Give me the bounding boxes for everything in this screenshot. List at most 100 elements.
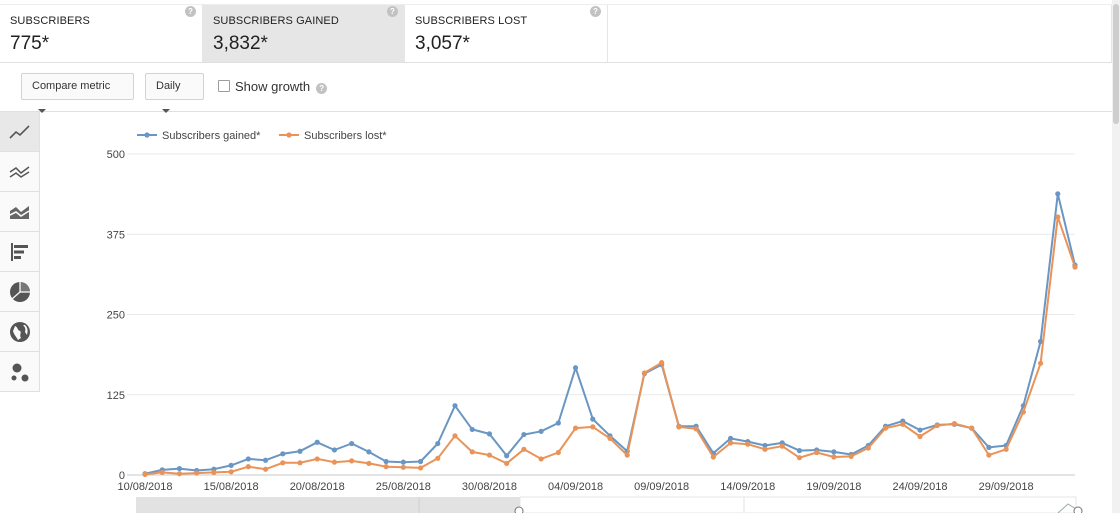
compare-metric-label: Compare metric xyxy=(32,80,111,92)
chart-type-rail xyxy=(0,112,40,392)
data-point xyxy=(831,449,837,455)
caret-down-icon xyxy=(162,109,170,114)
data-point xyxy=(693,426,699,432)
data-point xyxy=(486,452,493,458)
data-point xyxy=(538,428,544,434)
data-point xyxy=(349,440,355,447)
bubble-chart-icon[interactable] xyxy=(0,352,40,392)
line-chart: 0 125 250 375 500 10/08/2018 15/08/2018 20/08/2… xyxy=(107,130,1083,513)
metric-card-subscribers[interactable]: SUBSCRIBERS 775* ? xyxy=(0,4,203,63)
data-point xyxy=(349,458,355,464)
metric-value: 3,832* xyxy=(213,33,268,54)
period-dropdown[interactable]: Daily xyxy=(145,73,204,114)
data-point xyxy=(417,465,424,471)
data-point xyxy=(676,424,682,430)
pie-chart-icon[interactable] xyxy=(0,272,40,312)
metric-card-subscribers-gained[interactable]: SUBSCRIBERS GAINED 3,832* ? xyxy=(203,4,405,63)
data-point xyxy=(280,451,286,457)
data-point xyxy=(555,449,561,456)
legend-marker xyxy=(286,132,292,138)
data-point xyxy=(245,456,251,462)
data-point xyxy=(917,427,923,433)
range-selector[interactable] xyxy=(136,497,520,513)
stacked-area-icon[interactable] xyxy=(0,192,40,232)
data-point xyxy=(1003,446,1009,452)
data-point xyxy=(624,452,630,458)
data-point xyxy=(417,458,424,465)
data-point xyxy=(521,446,527,452)
data-point xyxy=(882,425,889,431)
data-point xyxy=(986,452,992,458)
x-tick-label: 25/08/2018 xyxy=(376,481,431,493)
x-tick-label: 20/08/2018 xyxy=(290,481,345,493)
help-icon[interactable]: ? xyxy=(316,83,328,94)
help-icon[interactable]: ? xyxy=(590,6,601,17)
data-point xyxy=(1037,338,1044,345)
data-point xyxy=(245,464,251,470)
data-point xyxy=(142,471,148,477)
x-tick-label: 10/08/2018 xyxy=(117,481,172,493)
x-tick-label: 15/08/2018 xyxy=(204,481,259,493)
metric-title: SUBSCRIBERS GAINED xyxy=(213,15,339,27)
data-point xyxy=(297,460,303,466)
data-point xyxy=(641,370,648,376)
y-tick-label: 250 xyxy=(107,310,125,322)
show-growth-toggle[interactable]: Show growth? xyxy=(218,79,328,94)
line-chart-icon[interactable] xyxy=(0,112,40,152)
data-point xyxy=(796,455,803,461)
bar-chart-icon[interactable] xyxy=(0,232,40,272)
data-point xyxy=(848,453,854,459)
page-scrollbar[interactable] xyxy=(1112,0,1120,513)
data-point xyxy=(951,421,958,427)
multi-line-icon[interactable] xyxy=(0,152,40,192)
data-point xyxy=(1072,264,1078,270)
data-point xyxy=(228,469,234,475)
compare-metric-dropdown[interactable]: Compare metric xyxy=(21,73,134,114)
legend-label: Subscribers lost* xyxy=(304,130,387,142)
scrollbar-thumb[interactable] xyxy=(1113,4,1119,124)
data-point xyxy=(452,403,458,409)
data-point xyxy=(986,444,992,450)
data-point xyxy=(969,425,975,431)
chart-toolbar: Compare metric Daily Show growth? xyxy=(0,63,1112,114)
x-tick-label: 24/09/2018 xyxy=(892,481,947,493)
data-point xyxy=(211,469,217,476)
data-point xyxy=(452,433,458,439)
data-point xyxy=(194,470,200,476)
help-icon[interactable]: ? xyxy=(387,6,398,17)
data-point xyxy=(504,453,510,459)
data-point xyxy=(400,459,406,465)
data-point xyxy=(435,455,441,461)
data-point xyxy=(796,448,803,454)
data-point xyxy=(383,464,389,470)
x-tick-label: 19/09/2018 xyxy=(806,481,861,493)
data-point xyxy=(314,456,320,462)
range-handle-right[interactable] xyxy=(1073,506,1083,513)
data-point xyxy=(1055,191,1061,197)
data-point xyxy=(659,360,665,366)
y-tick-label: 375 xyxy=(107,229,125,241)
data-point xyxy=(469,426,475,433)
y-tick-label: 500 xyxy=(107,149,125,161)
data-point xyxy=(555,420,561,426)
x-tick-label: 14/09/2018 xyxy=(720,481,775,493)
data-point xyxy=(262,457,269,463)
help-icon[interactable]: ? xyxy=(185,6,196,17)
data-point xyxy=(1055,214,1061,220)
data-point xyxy=(331,459,338,465)
show-growth-label: Show growth xyxy=(235,79,311,94)
globe-icon[interactable] xyxy=(0,312,40,352)
legend-label: Subscribers gained* xyxy=(162,130,261,142)
data-point xyxy=(469,449,475,455)
range-handle-left[interactable] xyxy=(514,506,524,513)
data-point xyxy=(331,447,338,453)
data-point xyxy=(1037,360,1044,366)
data-point xyxy=(865,445,871,451)
data-point xyxy=(934,422,940,429)
data-point xyxy=(762,446,768,452)
data-point xyxy=(727,435,734,442)
show-growth-checkbox[interactable] xyxy=(218,80,230,92)
data-point xyxy=(314,439,320,445)
data-point xyxy=(486,431,493,437)
metric-card-subscribers-lost[interactable]: SUBSCRIBERS LOST 3,057* ? xyxy=(405,4,608,63)
